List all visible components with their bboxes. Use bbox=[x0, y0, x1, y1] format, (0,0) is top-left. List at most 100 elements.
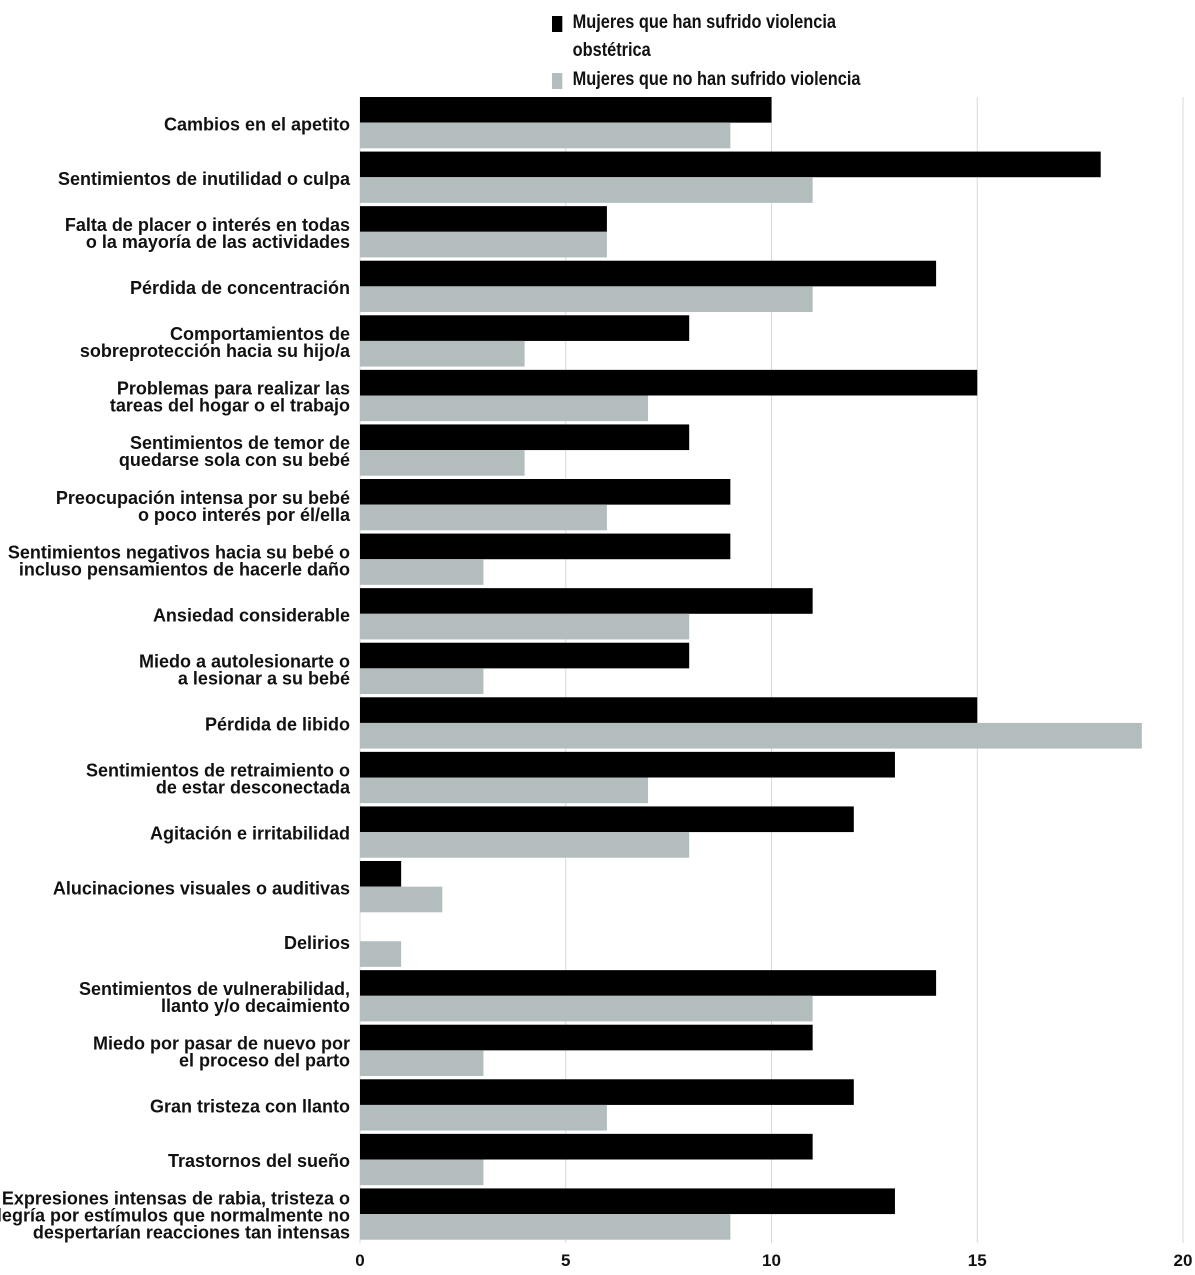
bar-series-0-cat-11 bbox=[360, 697, 978, 723]
bar-series-0-cat-1 bbox=[360, 151, 1101, 178]
bar-series-1-cat-0 bbox=[360, 122, 731, 149]
bar-series-1-cat-17 bbox=[360, 1050, 484, 1077]
legend-swatch-series-1 bbox=[552, 73, 563, 89]
bar-series-0-cat-16 bbox=[360, 970, 937, 996]
x-tick-label-3: 15 bbox=[968, 1251, 987, 1270]
category-label-7-line-1: o poco interés por él/ella bbox=[138, 505, 351, 525]
category-label-0: Cambios en el apetito bbox=[164, 114, 350, 134]
bar-series-1-cat-7 bbox=[360, 504, 607, 531]
bar-series-1-cat-19 bbox=[360, 1159, 484, 1186]
category-label-4-line-0: Comportamientos de bbox=[170, 324, 350, 344]
category-label-2-line-0: Falta de placer o interés en todas bbox=[65, 215, 350, 235]
bar-series-0-cat-8 bbox=[360, 533, 731, 560]
x-axis-tick-labels: 0 5 10 15 20 bbox=[355, 1251, 1192, 1270]
category-label-3: Pérdida de concentración bbox=[130, 278, 350, 298]
category-label-8: Sentimientos negativos hacia su bebé o in… bbox=[8, 542, 350, 579]
category-label-0-line-0: Cambios en el apetito bbox=[164, 114, 350, 134]
bar-series-1-cat-3 bbox=[360, 286, 813, 313]
category-label-3-line-0: Pérdida de concentración bbox=[130, 278, 350, 298]
category-label-17-line-0: Miedo por pasar de nuevo por bbox=[93, 1034, 350, 1054]
category-label-4-line-1: sobreprotección hacia su hijo/a bbox=[80, 341, 351, 361]
bar-series-0-cat-20 bbox=[360, 1188, 895, 1215]
category-label-16-line-0: Sentimientos de vulnerabilidad, bbox=[79, 979, 350, 999]
category-label-8-line-0: Sentimientos negativos hacia su bebé o bbox=[8, 542, 350, 562]
category-label-2: Falta de placer o interés en todas o la m… bbox=[65, 215, 350, 252]
bar-series-0-cat-3 bbox=[360, 260, 937, 287]
bar-series-1-cat-9 bbox=[360, 613, 690, 640]
bar-series-0-cat-14 bbox=[360, 861, 402, 887]
category-labels: Cambios en el apetito Sentimientos de inu… bbox=[0, 114, 351, 1242]
category-label-5: Problemas para realizar las tareas del ho… bbox=[110, 379, 350, 416]
legend-label-series-0: Mujeres que han sufrido violencia obstét… bbox=[572, 12, 836, 61]
bar-series-0-cat-13 bbox=[360, 806, 854, 833]
category-label-20-line-0: Expresiones intensas de rabia, tristeza … bbox=[2, 1189, 350, 1209]
bar-series-0-cat-18 bbox=[360, 1079, 854, 1105]
bar-series-0-cat-10 bbox=[360, 642, 690, 669]
bar-series-1-cat-18 bbox=[360, 1104, 607, 1131]
bar-series-1-cat-10 bbox=[360, 668, 484, 695]
bar-series-0-cat-5 bbox=[360, 369, 978, 396]
bar-series-1-cat-12 bbox=[360, 777, 649, 804]
bar-series-0-cat-19 bbox=[360, 1133, 813, 1160]
category-label-6-line-0: Sentimientos de temor de bbox=[130, 433, 350, 453]
category-label-8-line-1: incluso pensamientos de hacerle daño bbox=[19, 559, 350, 579]
category-label-2-line-1: o la mayoría de las actividades bbox=[86, 232, 350, 252]
chart-legend: Mujeres que han sufrido violencia obstét… bbox=[552, 12, 913, 128]
bar-series-0-cat-7 bbox=[360, 479, 731, 505]
category-label-9: Ansiedad considerable bbox=[153, 605, 350, 625]
category-label-17-line-1: el proceso del parto bbox=[179, 1051, 350, 1071]
category-label-15: Delirios bbox=[284, 933, 350, 953]
bar-series-1-cat-15 bbox=[360, 941, 402, 967]
category-label-7-line-0: Preocupación intensa por su bebé bbox=[56, 488, 350, 508]
bar-series-1-cat-2 bbox=[360, 231, 607, 258]
category-label-1-line-0: Sentimientos de inutilidad o culpa bbox=[58, 169, 351, 189]
category-label-16-line-1: llanto y/o decaimiento bbox=[161, 996, 350, 1016]
category-label-12-line-1: de estar desconectada bbox=[156, 778, 351, 798]
bar-series-0-cat-2 bbox=[360, 206, 607, 232]
category-label-16: Sentimientos de vulnerabilidad, llanto y/… bbox=[79, 979, 350, 1016]
x-tick-label-2: 10 bbox=[762, 1251, 781, 1270]
x-tick-label-4: 20 bbox=[1174, 1251, 1193, 1270]
bars bbox=[360, 97, 1142, 1240]
legend-item-series-0: Mujeres que han sufrido violencia obstét… bbox=[552, 12, 913, 65]
x-tick-label-0: 0 bbox=[355, 1251, 364, 1270]
category-label-18: Gran tristeza con llanto bbox=[150, 1097, 350, 1117]
category-label-5-line-1: tareas del hogar o el trabajo bbox=[110, 396, 350, 416]
category-label-6: Sentimientos de temor de quedarse sola co… bbox=[119, 433, 350, 470]
bar-series-1-cat-14 bbox=[360, 886, 443, 913]
bar-series-1-cat-20 bbox=[360, 1214, 731, 1240]
bar-series-0-cat-6 bbox=[360, 424, 690, 451]
category-label-20-line-2: despertarían reacciones tan intensas bbox=[33, 1223, 350, 1243]
category-label-19-line-0: Trastornos del sueño bbox=[168, 1151, 350, 1171]
category-label-6-line-1: quedarse sola con su bebé bbox=[119, 450, 350, 470]
bar-series-0-cat-0 bbox=[360, 97, 772, 123]
category-label-11: Pérdida de libido bbox=[205, 715, 350, 735]
category-label-13-line-0: Agitación e irritabilidad bbox=[150, 824, 350, 844]
category-label-17: Miedo por pasar de nuevo por el proceso d… bbox=[93, 1034, 350, 1071]
bar-series-0-cat-17 bbox=[360, 1024, 813, 1051]
category-label-14-line-0: Alucinaciones visuales o auditivas bbox=[53, 878, 350, 898]
bar-series-0-cat-9 bbox=[360, 588, 813, 614]
category-label-20: Expresiones intensas de rabia, tristeza … bbox=[0, 1189, 350, 1243]
category-label-18-line-0: Gran tristeza con llanto bbox=[150, 1097, 350, 1117]
category-label-13: Agitación e irritabilidad bbox=[150, 824, 350, 844]
bar-series-1-cat-5 bbox=[360, 395, 649, 422]
category-label-10-line-1: a lesionar a su bebé bbox=[178, 669, 350, 689]
bar-series-1-cat-16 bbox=[360, 995, 813, 1022]
category-label-4: Comportamientos de sobreprotección hacia … bbox=[80, 324, 351, 361]
bar-series-1-cat-11 bbox=[360, 722, 1142, 749]
x-tick-label-1: 5 bbox=[561, 1251, 570, 1270]
category-label-11-line-0: Pérdida de libido bbox=[205, 715, 350, 735]
category-label-1: Sentimientos de inutilidad o culpa bbox=[58, 169, 351, 189]
category-label-7: Preocupación intensa por su bebé o poco i… bbox=[56, 488, 351, 525]
category-label-5-line-0: Problemas para realizar las bbox=[117, 379, 350, 399]
category-label-12: Sentimientos de retraimiento o de estar d… bbox=[86, 761, 351, 798]
bar-series-1-cat-4 bbox=[360, 340, 525, 367]
bar-series-0-cat-4 bbox=[360, 315, 690, 341]
category-label-10-line-0: Miedo a autolesionarte o bbox=[139, 652, 350, 672]
bar-series-0-cat-12 bbox=[360, 751, 895, 778]
category-label-20-line-1: alegría por estímulos que normalmente no bbox=[0, 1206, 350, 1226]
bar-series-1-cat-6 bbox=[360, 450, 525, 476]
